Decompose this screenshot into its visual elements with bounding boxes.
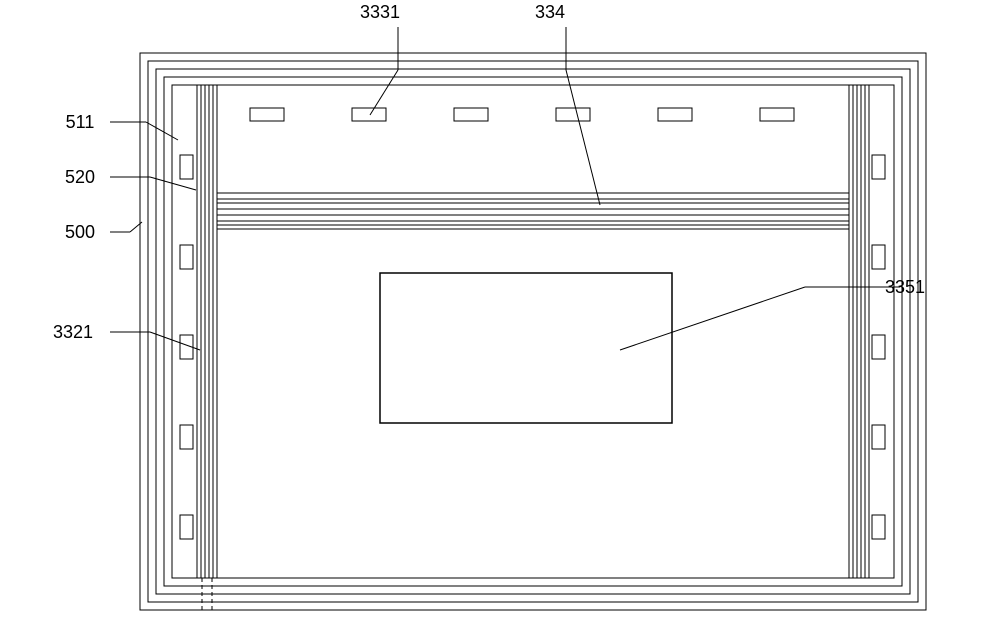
right-tabs (872, 155, 885, 539)
label-500: 500 (65, 222, 95, 242)
label-3331: 3331 (360, 2, 400, 22)
label-3321: 3321 (53, 322, 93, 342)
left-rail-lines (197, 85, 217, 578)
leader-lines (110, 27, 900, 350)
label-511: 511 (66, 112, 95, 132)
horizontal-bar (217, 193, 849, 229)
center-panel (380, 273, 672, 423)
label-334: 334 (535, 2, 565, 22)
label-520: 520 (65, 167, 95, 187)
top-tabs (250, 108, 794, 121)
label-3351: 3351 (885, 277, 925, 297)
outer-frame (140, 53, 926, 610)
right-rail-lines (849, 85, 869, 578)
